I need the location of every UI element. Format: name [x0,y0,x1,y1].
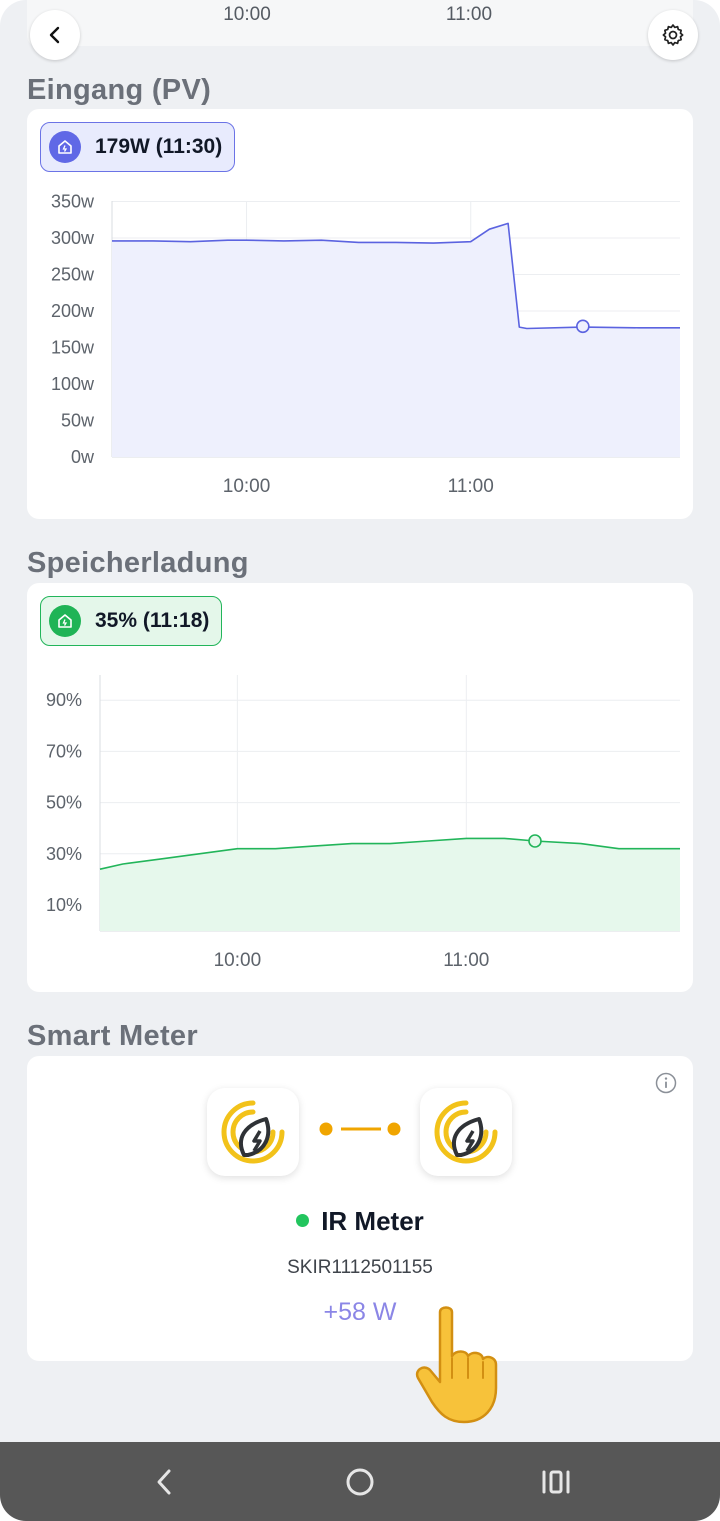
meter-device-icon[interactable] [207,1088,299,1176]
smart-meter-title: Smart Meter [27,1020,198,1052]
gateway-device-icon[interactable] [420,1088,512,1176]
energy-leaf-logo-icon [434,1100,498,1164]
soc-chart-card: 35% (11:18) 90% 70% 50% 30% 10% 10:00 11:00 [27,583,693,992]
pv-badge-text: 179W (11:30) [95,135,223,158]
y-tick-label: 10% [46,895,82,915]
data-point-marker [528,834,542,848]
y-tick-label: 90% [46,690,82,710]
nav-recents-icon [542,1470,570,1494]
smart-meter-card: IR Meter SKIR1112501155 +58 W [27,1056,693,1361]
x-tick-label: 11:00 [445,4,493,25]
back-button[interactable] [30,10,80,60]
y-tick-label: 300w [51,228,95,248]
series-line [99,837,680,870]
chevron-left-icon [49,26,60,44]
nav-home-button[interactable] [340,1462,380,1502]
settings-button[interactable] [648,10,698,60]
soc-badge-text: 35% (11:18) [95,609,210,632]
x-tick-label: 10:00 [223,476,271,497]
nav-recents-button[interactable] [536,1462,576,1502]
x-tick-label: 10:00 [214,950,262,971]
y-tick-label: 50w [61,411,95,431]
y-tick-label: 30% [46,844,82,864]
device-name-row: IR Meter [27,1206,693,1237]
y-tick-label: 70% [46,741,82,761]
soc-section-title: Speicherladung [27,547,249,579]
status-dot [296,1214,310,1227]
meter-power-value: +58 W [323,1298,397,1326]
system-navigation-bar [0,1442,720,1521]
device-name: IR Meter [321,1206,424,1236]
gear-icon [662,24,684,46]
data-point-marker [576,319,590,334]
pv-chart-card: 179W (11:30) 350w 300w 250w 200w 150w 100w 50w… [27,109,693,519]
y-tick-label: 50% [46,793,82,813]
x-tick-label: 10:00 [223,4,271,25]
pv-chart: 350w 300w 250w 200w 150w 100w 50w 0w 10:00 11:00 [51,192,680,497]
pv-value-badge: 179W (11:30) [40,122,236,172]
soc-value-badge: 35% (11:18) [40,596,223,646]
pointing-hand-icon [415,1306,498,1424]
battery-house-icon [49,605,81,637]
solar-house-icon [49,131,81,163]
x-tick-label: 11:00 [448,476,494,497]
info-icon[interactable] [655,1072,677,1094]
pv-section-title: Eingang (PV) [27,74,212,106]
device-serial: SKIR1112501155 [287,1257,433,1278]
series-line [112,222,680,330]
nav-back-icon [157,1469,171,1495]
energy-leaf-logo-icon [221,1100,285,1164]
y-tick-label: 150w [51,338,95,358]
nav-home-icon [346,1468,374,1496]
previous-chart-card: 10:00 11:00 [27,0,693,46]
x-tick-label: 11:00 [443,950,489,971]
y-tick-label: 350w [51,192,95,212]
series-area [100,838,680,931]
y-tick-label: 250w [51,265,95,285]
nav-back-button[interactable] [144,1462,184,1502]
y-tick-label: 100w [51,374,95,394]
soc-chart: 90% 70% 50% 30% 10% 10:00 11:00 [46,675,680,971]
y-tick-label: 0w [71,447,95,467]
series-area [112,223,680,457]
y-tick-label: 200w [51,301,95,321]
connection-line [319,1122,401,1136]
